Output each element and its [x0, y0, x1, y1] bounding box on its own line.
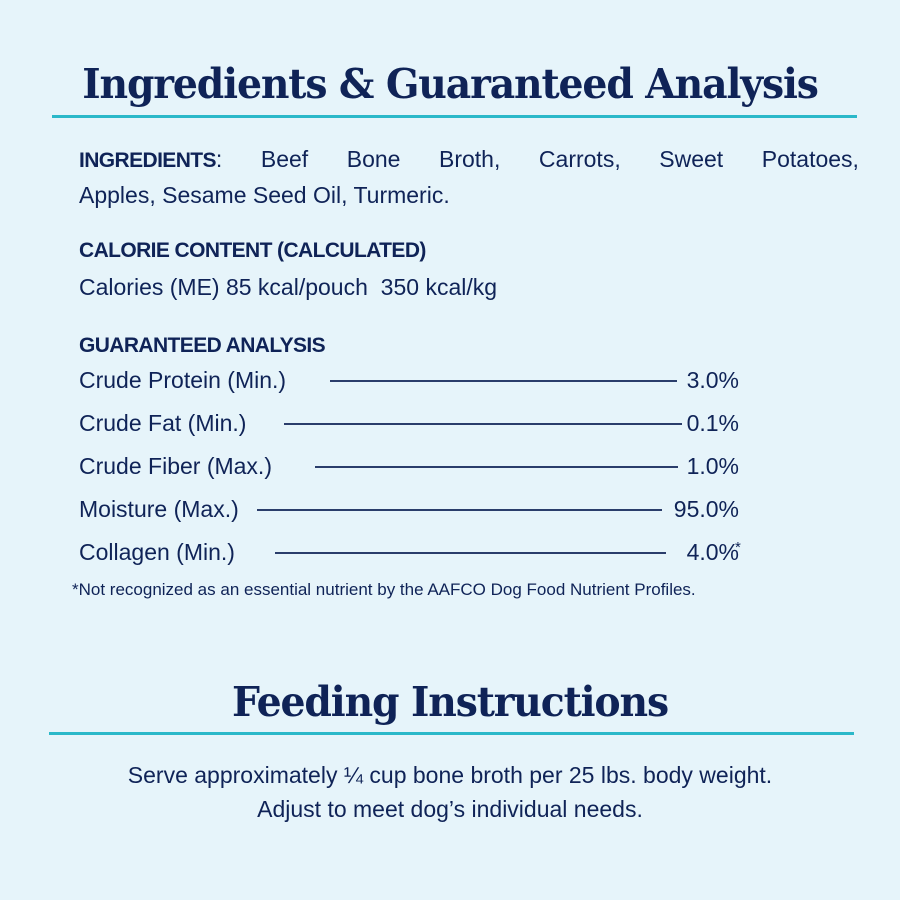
leader-line — [284, 423, 682, 425]
ingredient-word: Carrots, — [538, 146, 621, 172]
ingredients-separator: : — [215, 146, 223, 172]
section-title-ingredients-analysis: Ingredients & Guaranteed Analysis — [82, 60, 819, 108]
ingredient-word: Broth, — [439, 146, 501, 172]
analysis-row-moisture: Moisture (Max.) 95.0% — [79, 492, 739, 526]
leader-line — [257, 509, 662, 511]
feeding-instructions-text: Serve approximately ¼ cup bone broth per… — [0, 758, 900, 826]
analysis-value: 95.0% — [673, 496, 739, 522]
ingredients-label: INGREDIENTS — [79, 149, 217, 172]
analysis-row-collagen: Collagen (Min.) 4.0% * — [79, 535, 741, 569]
ingredient-word: Beef — [260, 146, 309, 172]
analysis-row-crude-fiber: Crude Fiber (Max.) 1.0% — [79, 449, 739, 483]
section-title-feeding-instructions: Feeding Instructions — [231, 678, 669, 726]
ingredients-block: INGREDIENTS: Beef Bone Broth, Carrots, S… — [79, 142, 859, 212]
ingredient-word: Potatoes, — [761, 146, 859, 172]
leader-line — [275, 552, 666, 554]
analysis-value: 4.0% — [686, 539, 739, 565]
analysis-row-crude-protein: Crude Protein (Min.) 3.0% — [79, 363, 739, 397]
guaranteed-analysis-heading: GUARANTEED ANALYSIS — [79, 334, 326, 357]
section-divider — [52, 115, 857, 118]
ingredient-word: Sweet — [659, 146, 724, 172]
ingredients-line-1: INGREDIENTS: Beef Bone Broth, Carrots, S… — [79, 142, 859, 178]
analysis-label: Moisture (Max.) — [79, 496, 239, 522]
analysis-value: 0.1% — [686, 410, 739, 436]
analysis-row-crude-fat: Crude Fat (Min.) 0.1% — [79, 406, 739, 440]
feeding-line-1: Serve approximately ¼ cup bone broth per… — [127, 762, 773, 788]
feeding-line-2: Adjust to meet dog’s individual needs. — [257, 796, 643, 822]
analysis-label: Collagen (Min.) — [79, 539, 235, 565]
footnote: *Not recognized as an essential nutrient… — [72, 580, 696, 599]
ingredients-label-group: INGREDIENTS: — [79, 142, 222, 178]
leader-line — [330, 380, 677, 382]
analysis-value: 3.0% — [686, 367, 739, 393]
analysis-value: 1.0% — [686, 453, 739, 479]
section-divider — [49, 732, 854, 735]
analysis-label: Crude Fiber (Max.) — [79, 453, 272, 479]
analysis-label: Crude Fat (Min.) — [79, 410, 247, 436]
asterisk-marker: * — [735, 539, 741, 556]
leader-line — [315, 466, 678, 468]
ingredients-line-2: Apples, Sesame Seed Oil, Turmeric. — [79, 182, 450, 208]
analysis-label: Crude Protein (Min.) — [79, 367, 287, 393]
ingredient-word: Bone — [346, 146, 401, 172]
calorie-content-text: Calories (ME) 85 kcal/pouch 350 kcal/kg — [79, 274, 498, 300]
calorie-content-heading: CALORIE CONTENT (CALCULATED) — [79, 239, 426, 262]
